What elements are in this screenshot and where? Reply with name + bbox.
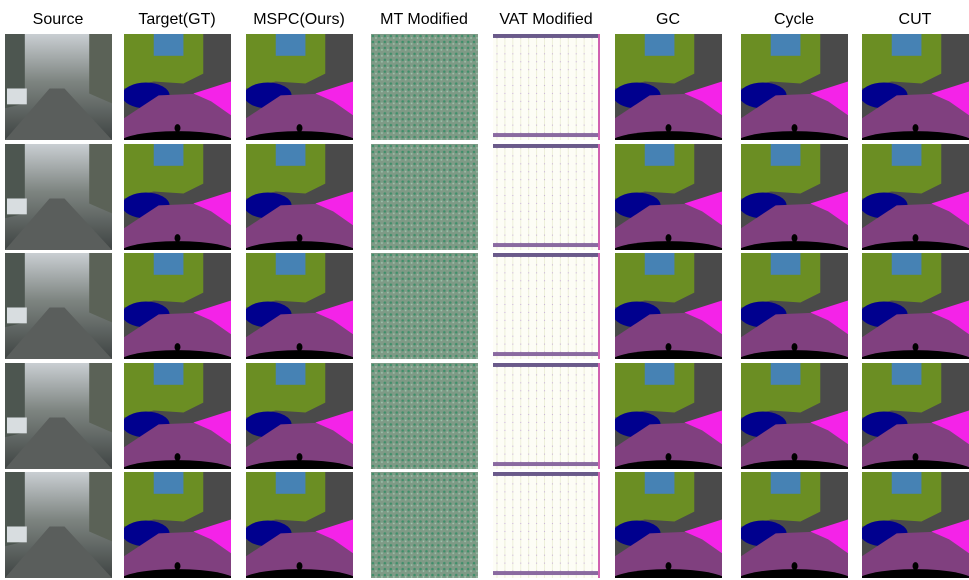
result-image <box>854 253 969 378</box>
result-image <box>5 144 112 250</box>
result-image <box>607 34 730 159</box>
result-image <box>607 253 730 378</box>
column-header: MSPC(Ours) <box>253 11 345 28</box>
result-image <box>5 34 112 140</box>
result-image <box>493 253 600 359</box>
result-image <box>733 253 856 378</box>
image-grid <box>5 34 969 580</box>
column-header: VAT Modified <box>499 11 592 28</box>
result-image <box>733 34 856 159</box>
column-header: GC <box>656 11 680 28</box>
column-header: Cycle <box>774 11 814 28</box>
result-image <box>371 144 478 250</box>
result-image <box>238 253 361 378</box>
column-header: CUT <box>899 11 932 28</box>
figure: Source Target(GT) MSPC(Ours) MT Modified VAT… <box>0 0 969 580</box>
result-image <box>854 144 969 269</box>
page: Source Target(GT) MSPC(Ours) MT Modified VAT… <box>0 0 969 580</box>
result-image <box>5 363 112 469</box>
result-image <box>607 472 730 580</box>
result-image <box>854 363 969 488</box>
result-image <box>854 34 969 159</box>
result-image <box>607 363 730 488</box>
column-header: Source <box>33 11 84 28</box>
result-image <box>116 253 239 378</box>
result-image <box>5 472 112 578</box>
result-image <box>116 34 239 159</box>
result-image <box>854 472 969 580</box>
result-image <box>371 34 478 140</box>
result-image <box>238 472 361 580</box>
column-header: Target(GT) <box>138 11 215 28</box>
result-image <box>116 144 239 269</box>
result-image <box>238 363 361 488</box>
result-image <box>371 363 478 469</box>
result-image <box>238 34 361 159</box>
column-header: MT Modified <box>380 11 468 28</box>
result-image <box>493 472 600 578</box>
result-image <box>371 253 478 359</box>
result-image <box>5 253 112 359</box>
result-image <box>238 144 361 269</box>
result-image <box>733 144 856 269</box>
result-image <box>493 144 600 250</box>
result-image <box>493 34 600 140</box>
result-image <box>116 472 239 580</box>
result-image <box>371 472 478 578</box>
result-image <box>116 363 239 488</box>
result-image <box>493 363 600 469</box>
result-image <box>733 472 856 580</box>
result-image <box>733 363 856 488</box>
result-image <box>607 144 730 269</box>
